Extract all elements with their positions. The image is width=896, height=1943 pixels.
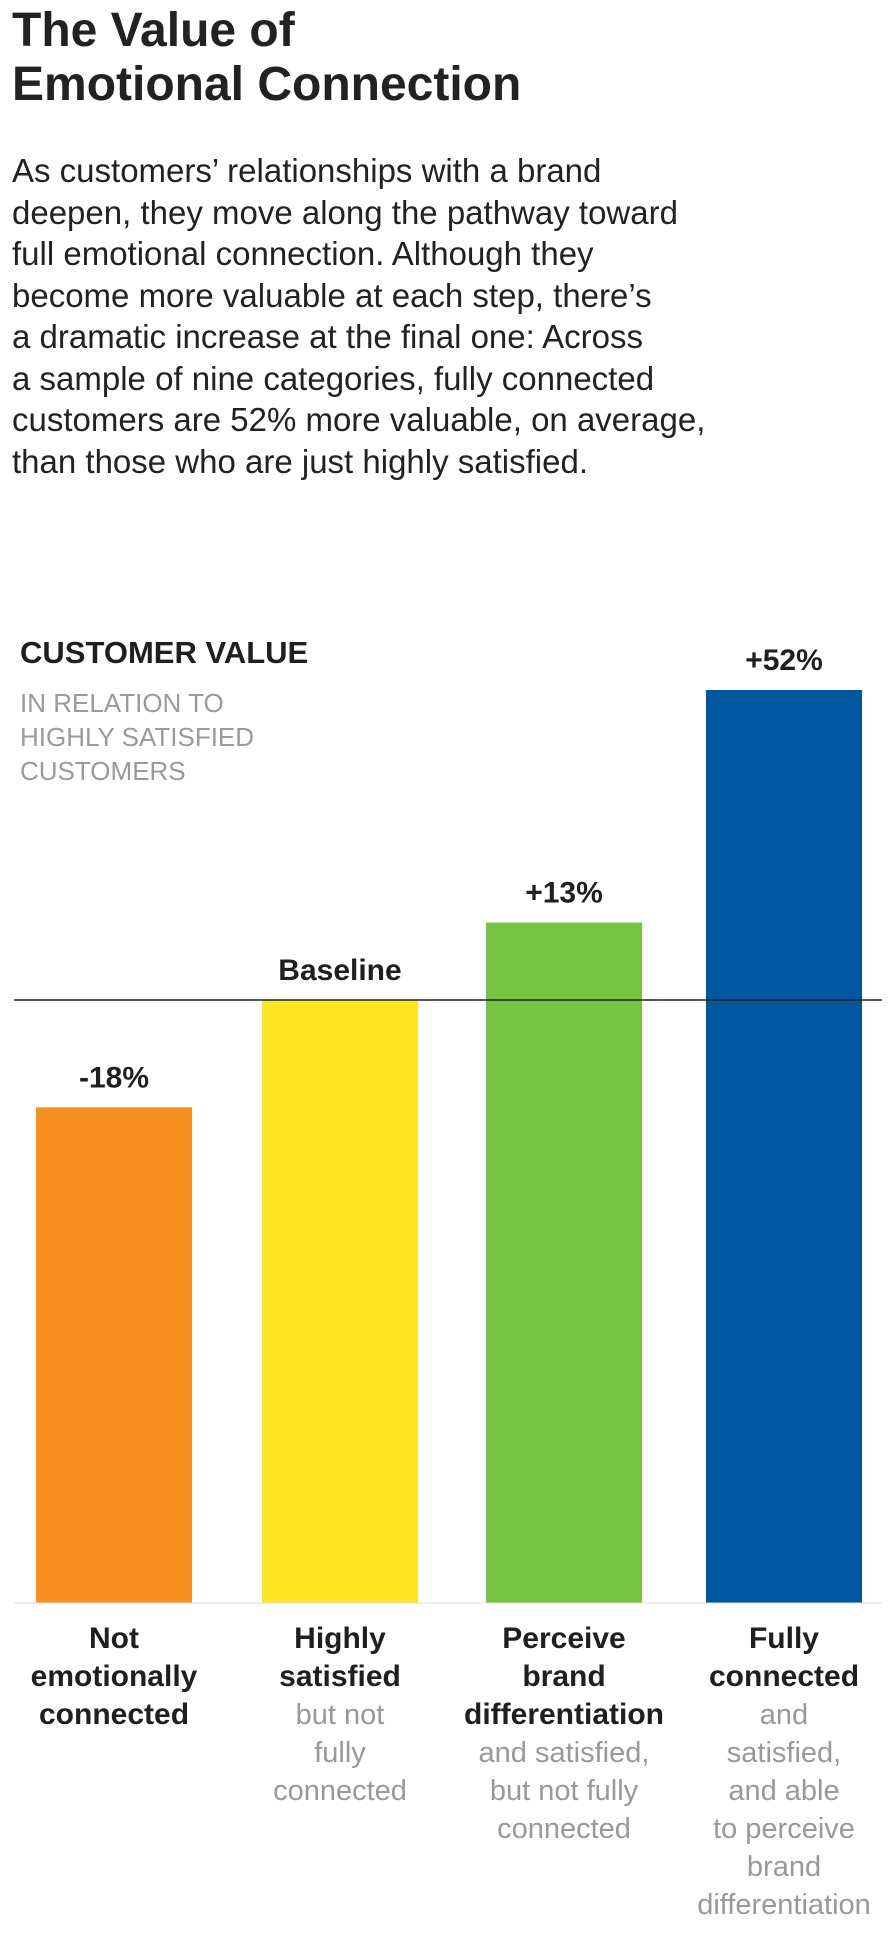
category-label-bold: Not xyxy=(89,1622,139,1655)
chart-ylabel: CUSTOMER VALUE xyxy=(20,635,309,670)
category-label-note: connected xyxy=(273,1775,407,1807)
category-label-note: to perceive xyxy=(713,1813,855,1845)
intro-paragraph: As customers’ relationships with a brand… xyxy=(12,150,882,482)
page-title: The Value of Emotional Connection xyxy=(12,4,872,112)
bar xyxy=(706,690,862,1603)
intro-line: full emotional connection. Although they xyxy=(12,235,594,272)
category-label-note: and satisfied, xyxy=(478,1737,650,1769)
intro-line: customers are 52% more valuable, on aver… xyxy=(12,401,706,438)
bar-value-label: -18% xyxy=(79,1061,149,1094)
bar xyxy=(262,1000,418,1603)
bar-value-label: +52% xyxy=(745,644,823,677)
category-label-note: satisfied, xyxy=(726,1737,842,1769)
category-label-bold: connected xyxy=(708,1660,860,1693)
intro-line: a dramatic increase at the final one: Ac… xyxy=(12,318,643,355)
intro-line: a sample of nine categories, fully conne… xyxy=(12,359,655,397)
category-label: Fully connected and satisfied, and able to pe… xyxy=(674,1620,894,1924)
category-label: Perceive brand differentiation and satisfie… xyxy=(454,1620,674,1848)
category-label-note: fully xyxy=(314,1737,366,1769)
intro-line: become more valuable at each step, there… xyxy=(12,276,652,314)
category-label-bold: emotionally xyxy=(30,1660,198,1693)
category-label-note: differentiation xyxy=(697,1889,871,1921)
category-label: Not emotionally connected xyxy=(4,1620,224,1734)
category-label-bold: Perceive xyxy=(502,1622,626,1655)
category-label-note: connected xyxy=(497,1813,631,1845)
category-label-note: brand xyxy=(746,1851,822,1883)
intro-line: than those who are just highly satisfied… xyxy=(12,442,589,480)
category-label-bold: connected xyxy=(38,1698,190,1731)
category-label-note: and xyxy=(759,1699,809,1731)
title-line: The Value of xyxy=(12,4,295,57)
intro-line: As customers’ relationships with a brand xyxy=(12,152,602,189)
chart-ylabel-sub-line: HIGHLY SATISFIED xyxy=(20,722,255,752)
intro-line: deepen, they move along the pathway towa… xyxy=(12,193,678,231)
bar-value-label: +13% xyxy=(525,877,603,910)
category-label: Highly satisfied but not fully connected xyxy=(230,1620,450,1810)
category-label-bold: satisfied xyxy=(279,1660,401,1693)
category-label-bold: Fully xyxy=(748,1622,819,1655)
category-label-bold: brand xyxy=(522,1660,606,1693)
category-label-bold: differentiation xyxy=(464,1698,664,1731)
bar xyxy=(486,922,642,1603)
category-label-note: but not xyxy=(295,1699,385,1731)
category-label-bold: Highly xyxy=(294,1622,386,1655)
bar xyxy=(36,1107,192,1603)
category-label-note: but not fully xyxy=(489,1775,639,1807)
chart-ylabel-sub-line: CUSTOMERS xyxy=(20,756,186,786)
bar-value-label: Baseline xyxy=(278,954,401,987)
category-label-note: and able xyxy=(728,1775,840,1807)
chart-ylabel-sub: IN RELATION TO HIGHLY SATISFIED CUSTOMER… xyxy=(20,686,254,788)
title-line: Emotional Connection xyxy=(12,58,522,111)
chart-ylabel-sub-line: IN RELATION TO xyxy=(20,688,224,718)
